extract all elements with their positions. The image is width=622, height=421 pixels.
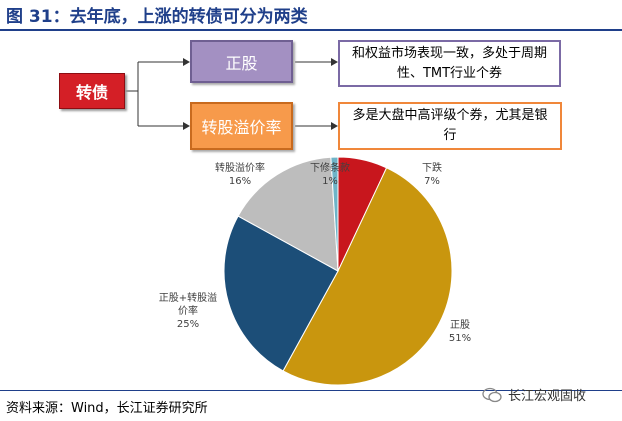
arrowhead-yijia bbox=[183, 122, 190, 130]
watermark-text: 长江宏观固收 bbox=[508, 389, 587, 404]
diagram-branch-yijia: 转股溢价率 bbox=[190, 102, 293, 150]
header-divider bbox=[0, 29, 622, 31]
diagram-desc-zhenggu: 和权益市场表现一致，多处于周期性、TMT行业个券 bbox=[338, 40, 561, 87]
arrowhead-desc-b bbox=[331, 122, 338, 130]
source-note: 资料来源：Wind，长江证券研究所 bbox=[6, 401, 208, 416]
flow-connectors bbox=[125, 58, 338, 130]
pie-label-3: 转股溢价率 16% bbox=[215, 161, 265, 187]
pie-label-1: 正股 51% bbox=[449, 319, 471, 344]
pie-label-0: 下跌 7% bbox=[422, 161, 442, 187]
pie-label-4: 下修条款 1% bbox=[310, 161, 350, 187]
watermark: 长江宏观固收 bbox=[482, 385, 586, 404]
arrowhead-desc-a bbox=[331, 58, 338, 66]
page-title: 图 31：去年底，上涨的转债可分为两类 bbox=[6, 7, 308, 27]
diagram-root-box: 转债 bbox=[59, 73, 125, 109]
pie-slice-2 bbox=[223, 215, 339, 372]
wechat-icon bbox=[482, 387, 502, 402]
footer-divider bbox=[0, 390, 622, 391]
pie-slice-1 bbox=[282, 167, 453, 386]
pie-slice-3 bbox=[237, 156, 339, 272]
arrowhead-zhenggu bbox=[183, 58, 190, 66]
diagram-desc-yijia: 多是大盘中高评级个券，尤其是银行 bbox=[338, 102, 562, 150]
pie-slice-4 bbox=[330, 156, 339, 272]
diagram-branch-zhenggu: 正股 bbox=[190, 40, 293, 83]
pie-label-2: 正股+转股溢价率 25% bbox=[159, 291, 217, 330]
